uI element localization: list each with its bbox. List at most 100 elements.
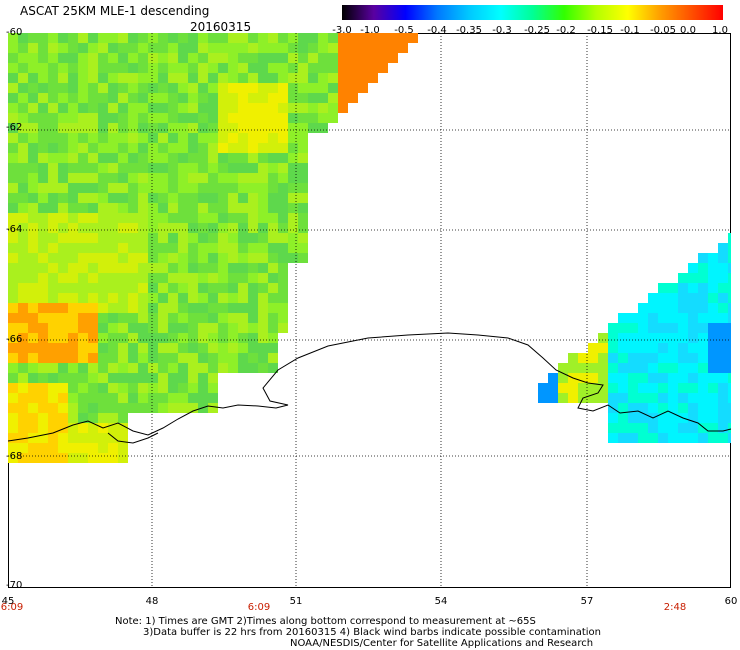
east-swath-cell — [608, 373, 618, 383]
east-swath-cell — [728, 393, 731, 403]
west-swath-cell — [348, 93, 358, 103]
west-swath-cell — [348, 43, 358, 53]
west-swath-cell — [148, 233, 158, 243]
west-swath-cell — [198, 103, 208, 113]
west-swath-cell — [278, 153, 288, 163]
east-swath-cell — [698, 333, 708, 343]
west-swath-cell — [248, 343, 258, 353]
east-swath-cell — [598, 393, 608, 403]
west-swath-cell — [168, 323, 178, 333]
west-swath-cell — [138, 193, 148, 203]
west-swath-cell — [58, 293, 68, 303]
west-swath-cell — [318, 113, 328, 123]
east-swath-cell — [668, 373, 678, 383]
west-swath-cell — [38, 313, 48, 323]
west-swath-cell — [148, 333, 158, 343]
east-swath-cell — [668, 303, 678, 313]
west-swath-cell — [28, 193, 38, 203]
west-swath-cell — [98, 123, 108, 133]
east-swath-cell — [648, 423, 658, 433]
west-swath-cell — [328, 33, 338, 43]
east-swath-cell — [698, 403, 708, 413]
west-swath-cell — [68, 53, 78, 63]
west-swath-cell — [158, 173, 168, 183]
east-swath-cell — [678, 323, 688, 333]
west-swath-cell — [318, 103, 328, 113]
west-swath-cell — [48, 253, 58, 263]
west-swath-cell — [68, 313, 78, 323]
west-swath-cell — [78, 433, 88, 443]
west-swath-cell — [68, 293, 78, 303]
west-swath-cell — [188, 243, 198, 253]
west-swath-cell — [118, 83, 128, 93]
west-swath-cell — [208, 143, 218, 153]
west-swath-cell — [28, 113, 38, 123]
west-swath-cell — [248, 103, 258, 113]
west-swath-cell — [218, 213, 228, 223]
west-swath-cell — [128, 333, 138, 343]
west-swath-cell — [68, 323, 78, 333]
coastline-island — [107, 432, 159, 444]
west-swath-cell — [198, 383, 208, 393]
west-swath-cell — [288, 173, 298, 183]
west-swath-cell — [18, 263, 28, 273]
west-swath-cell — [58, 363, 68, 373]
west-swath-cell — [288, 193, 298, 203]
west-swath-cell — [198, 313, 208, 323]
west-swath-cell — [158, 393, 168, 403]
west-swath-cell — [28, 93, 38, 103]
west-swath-cell — [98, 323, 108, 333]
west-swath-cell — [148, 323, 158, 333]
west-swath-cell — [188, 33, 198, 43]
west-swath-cell — [148, 123, 158, 133]
west-swath-cell — [108, 323, 118, 333]
west-swath-cell — [248, 73, 258, 83]
west-swath-cell — [138, 233, 148, 243]
east-swath-cell — [638, 403, 648, 413]
west-swath-cell — [118, 173, 128, 183]
west-swath-cell — [8, 413, 18, 423]
east-swath-cell — [628, 363, 638, 373]
west-swath-cell — [178, 353, 188, 363]
west-swath-cell — [38, 63, 48, 73]
east-swath-cell — [678, 313, 688, 323]
west-swath-cell — [228, 263, 238, 273]
west-swath-cell — [338, 103, 348, 113]
west-swath-cell — [258, 183, 268, 193]
west-swath-cell — [58, 313, 68, 323]
west-swath-cell — [108, 313, 118, 323]
west-swath-cell — [298, 223, 308, 233]
west-swath-cell — [148, 213, 158, 223]
west-swath-cell — [298, 153, 308, 163]
east-swath-cell — [638, 343, 648, 353]
west-swath-cell — [228, 203, 238, 213]
east-swath-cell — [608, 383, 618, 393]
west-swath-cell — [278, 133, 288, 143]
west-swath-cell — [378, 33, 388, 43]
west-swath-cell — [68, 153, 78, 163]
west-swath-cell — [58, 173, 68, 183]
west-swath-cell — [238, 103, 248, 113]
west-swath-cell — [218, 343, 228, 353]
west-swath-cell — [98, 83, 108, 93]
west-swath-cell — [108, 163, 118, 173]
west-swath-cell — [148, 313, 158, 323]
east-swath-cell — [668, 353, 678, 363]
west-swath-cell — [198, 293, 208, 303]
west-swath-cell — [228, 163, 238, 173]
west-swath-cell — [28, 163, 38, 173]
west-swath-cell — [358, 83, 368, 93]
east-swath-cell — [688, 293, 698, 303]
west-swath-cell — [258, 73, 268, 83]
west-swath-cell — [18, 333, 28, 343]
east-swath-cell — [728, 333, 731, 343]
west-swath-cell — [28, 283, 38, 293]
west-swath-cell — [288, 123, 298, 133]
east-swath-cell — [668, 423, 678, 433]
west-swath-cell — [118, 63, 128, 73]
west-swath-cell — [168, 93, 178, 103]
west-swath-cell — [248, 193, 258, 203]
east-swath-cell — [648, 303, 658, 313]
west-swath-cell — [48, 193, 58, 203]
west-swath-cell — [238, 353, 248, 363]
